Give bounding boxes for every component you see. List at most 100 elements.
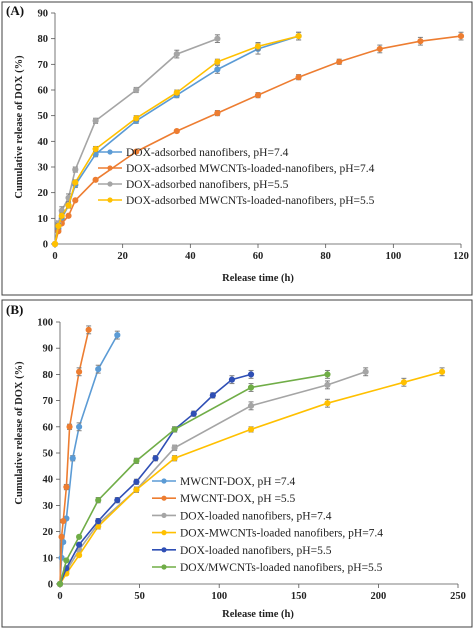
legend-entry: DOX-loaded nanofibers, pH=5.5 bbox=[180, 545, 332, 557]
legend-entry: MWCNT-DOX, pH =7.4 bbox=[180, 476, 296, 488]
series-line bbox=[59, 373, 328, 585]
data-point bbox=[85, 326, 92, 333]
series-line bbox=[59, 371, 443, 585]
data-point bbox=[400, 379, 407, 386]
data-point bbox=[254, 43, 262, 50]
series-1 bbox=[51, 31, 302, 248]
data-point bbox=[171, 426, 178, 433]
legend-entry: MWCNT-DOX, pH =5.5 bbox=[180, 493, 296, 505]
legend-entry: DOX-adsorbed MWCNTs-loaded-nanofibers, p… bbox=[126, 163, 375, 175]
data-point bbox=[214, 35, 221, 42]
y-tick-label: 0 bbox=[48, 580, 53, 591]
panel-b: (B) Cumulative release of DOX (%) Releas… bbox=[1, 299, 473, 628]
data-point bbox=[72, 166, 79, 173]
x-tick-label: 100 bbox=[385, 251, 401, 262]
x-tick-label: 150 bbox=[291, 591, 307, 602]
data-point bbox=[209, 392, 216, 399]
data-point bbox=[58, 212, 65, 219]
data-point bbox=[247, 384, 255, 391]
data-point bbox=[76, 541, 83, 548]
data-point bbox=[133, 486, 140, 493]
panel-a: (A) Cumulative release of DOX (%) Releas… bbox=[1, 1, 473, 296]
data-point bbox=[76, 552, 83, 559]
data-point bbox=[133, 148, 140, 155]
y-tick-label: 40 bbox=[43, 475, 54, 486]
data-point bbox=[56, 580, 64, 588]
data-point bbox=[173, 89, 180, 96]
data-point bbox=[417, 38, 424, 45]
series-1 bbox=[56, 330, 121, 588]
series-6 bbox=[56, 369, 331, 588]
data-point bbox=[295, 33, 302, 40]
x-tick-label: 80 bbox=[320, 251, 331, 262]
y-tick-label: 70 bbox=[38, 60, 49, 71]
data-point bbox=[63, 557, 70, 564]
data-point bbox=[247, 426, 255, 433]
data-point bbox=[214, 110, 221, 117]
y-tick-label: 10 bbox=[38, 214, 49, 225]
series-line bbox=[54, 35, 299, 245]
data-point bbox=[95, 366, 102, 373]
y-tick-label: 50 bbox=[43, 449, 54, 460]
data-point bbox=[295, 74, 302, 81]
x-tick-label: 200 bbox=[371, 591, 387, 602]
y-tick-label: 20 bbox=[38, 188, 49, 199]
y-tick-label: 60 bbox=[43, 422, 54, 433]
series-line bbox=[59, 373, 252, 585]
series-line bbox=[54, 35, 462, 245]
data-point bbox=[376, 45, 383, 53]
x-tick-label: 0 bbox=[57, 591, 62, 602]
y-tick-label: 30 bbox=[38, 163, 49, 174]
series-line bbox=[54, 35, 299, 245]
data-point bbox=[133, 478, 140, 485]
series-2 bbox=[56, 325, 92, 588]
panel-b-label: (B) bbox=[6, 302, 23, 317]
data-point bbox=[247, 402, 255, 409]
data-point bbox=[254, 92, 262, 99]
x-tick-label: 0 bbox=[52, 251, 57, 262]
data-point bbox=[69, 455, 76, 462]
y-tick-label: 40 bbox=[38, 137, 49, 148]
x-tick-label: 40 bbox=[185, 251, 196, 262]
y-tick-label: 100 bbox=[37, 318, 53, 329]
panel-b-frame bbox=[1, 299, 473, 628]
data-point bbox=[95, 497, 102, 504]
legend-swatch-marker bbox=[107, 165, 113, 171]
y-tick-label: 90 bbox=[38, 9, 49, 20]
data-point bbox=[247, 371, 255, 378]
data-point bbox=[72, 179, 79, 186]
data-point bbox=[214, 66, 221, 73]
data-point bbox=[133, 115, 140, 122]
legend-entry: DOX-adsorbed nanofibers, pH=5.5 bbox=[126, 179, 289, 191]
x-tick-label: 250 bbox=[450, 591, 466, 602]
legend-swatch-marker bbox=[107, 181, 113, 187]
y-tick-label: 70 bbox=[43, 396, 54, 407]
legend-swatch-marker bbox=[161, 512, 167, 519]
panel-b-x-axis-title: Release time (h) bbox=[222, 609, 294, 620]
data-point bbox=[55, 222, 62, 230]
legend-swatch-marker bbox=[161, 530, 167, 536]
panel-a-y-axis-title: Cumulative release of DOX (%) bbox=[14, 55, 25, 199]
data-point bbox=[72, 197, 79, 204]
data-point bbox=[336, 58, 343, 65]
panel-b-y-axis-title: Cumulative release of DOX (%) bbox=[14, 361, 25, 505]
panel-a-x-axis-title: Release time (h) bbox=[222, 273, 294, 284]
data-point bbox=[171, 455, 178, 462]
panel-b-legend: MWCNT-DOX, pH =7.4 MWCNT-DOX, pH =5.5 DOX-… bbox=[152, 476, 383, 574]
data-point bbox=[114, 332, 121, 339]
legend-swatch-marker bbox=[107, 197, 113, 203]
data-point bbox=[324, 381, 331, 388]
legend-entry: DOX/MWCNTs-loaded nanofibers, pH=5.5 bbox=[180, 562, 383, 574]
series-line bbox=[54, 37, 218, 245]
legend-entry: DOX-MWCNTs-loaded nanofibers, pH=7.4 bbox=[180, 528, 383, 540]
panel-a-plot: 0 20 40 60 80 100 120 0 10 20 30 40 50 60 70 80 90 bbox=[38, 9, 469, 263]
legend-entry: DOX-loaded nanofibers, pH=7.4 bbox=[180, 510, 332, 522]
data-point bbox=[457, 33, 465, 40]
panel-a-legend: DOX-adsorbed nanofibers, pH=7.4 DOX-adsor… bbox=[98, 147, 375, 207]
legend-swatch-marker bbox=[161, 478, 167, 484]
data-point bbox=[51, 240, 59, 248]
y-tick-label: 30 bbox=[43, 501, 54, 512]
y-tick-label: 10 bbox=[43, 553, 54, 564]
series-4 bbox=[51, 31, 302, 248]
